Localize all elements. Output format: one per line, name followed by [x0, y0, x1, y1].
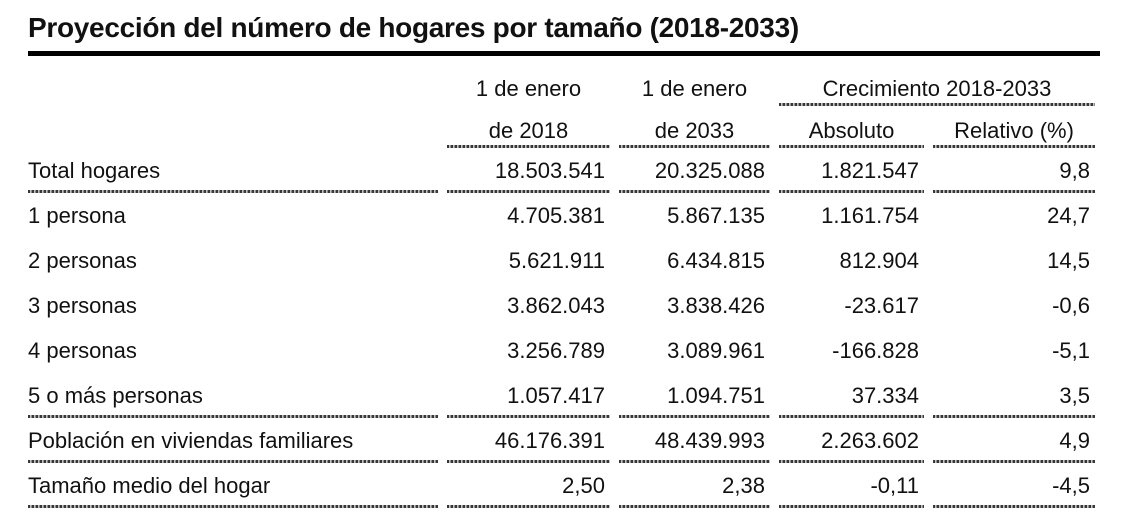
value-2033: 1.094.751: [619, 373, 770, 418]
value-relative: 24,7: [1047, 203, 1090, 228]
row-label: Total hogares: [28, 148, 438, 193]
value-2018: 2,50: [447, 463, 610, 508]
value-absolute: -0,11: [779, 463, 924, 508]
header-row-columns: de 2018 de 2033 Absoluto Relativo (%): [28, 106, 1095, 148]
row-label: 3 personas: [28, 293, 137, 318]
header-2033-line1: 1 de enero: [641, 76, 748, 101]
header-2018-line2: de 2018: [447, 106, 610, 148]
value-2018: 3.862.043: [507, 293, 605, 318]
value-2033: 6.434.815: [667, 248, 765, 273]
value-2033: 2,38: [619, 463, 770, 508]
row-label: Población en viviendas familiares: [28, 418, 438, 463]
table-row-3-personas: 3 personas 3.862.043 3.838.426 -23.617 -…: [28, 283, 1095, 328]
value-relative: -4,5: [933, 463, 1095, 508]
table-row-tamano-medio: Tamaño medio del hogar 2,50 2,38 -0,11 -…: [28, 463, 1095, 508]
table-row-1-persona: 1 persona 4.705.381 5.867.135 1.161.754 …: [28, 193, 1095, 238]
table-row-5-o-mas-personas: 5 o más personas 1.057.417 1.094.751 37.…: [28, 373, 1095, 418]
row-label: 4 personas: [28, 338, 137, 363]
value-2033: 5.867.135: [667, 203, 765, 228]
table-row-4-personas: 4 personas 3.256.789 3.089.961 -166.828 …: [28, 328, 1095, 373]
row-label: 1 persona: [28, 203, 126, 228]
value-absolute: 1.821.547: [779, 148, 924, 193]
document-page: Proyección del número de hogares por tam…: [19, 12, 1104, 508]
header-growth-absolute: Absoluto: [779, 106, 924, 148]
header-spacer: [28, 64, 438, 106]
value-2018: 5.621.911: [508, 248, 605, 273]
value-2018: 46.176.391: [447, 418, 610, 463]
value-relative: 3,5: [933, 373, 1095, 418]
value-absolute: 37.334: [779, 373, 924, 418]
value-2018: 1.057.417: [447, 373, 610, 418]
row-label: Tamaño medio del hogar: [28, 463, 438, 508]
table-row-poblacion-viviendas: Población en viviendas familiares 46.176…: [28, 418, 1095, 463]
header-2033-line2: de 2033: [619, 106, 770, 148]
households-projection-table: 1 de enero 1 de enero Crecimiento 2018-2…: [19, 64, 1104, 508]
header-2018-line1: 1 de enero: [475, 76, 582, 101]
header-row-group: 1 de enero 1 de enero Crecimiento 2018-2…: [28, 64, 1095, 106]
value-2033: 3.089.961: [667, 338, 765, 363]
table-row-2-personas: 2 personas 5.621.911 6.434.815 812.904 1…: [28, 238, 1095, 283]
header-spacer: [28, 106, 438, 148]
value-relative: -0,6: [1052, 293, 1090, 318]
value-relative: 4,9: [933, 418, 1095, 463]
value-absolute: -23.617: [844, 293, 919, 318]
value-2033: 3.838.426: [667, 293, 765, 318]
value-relative: -5,1: [1052, 338, 1090, 363]
value-absolute: -166.828: [832, 338, 919, 363]
value-2018: 18.503.541: [447, 148, 610, 193]
value-relative: 9,8: [933, 148, 1095, 193]
row-label: 2 personas: [28, 248, 137, 273]
value-2033: 48.439.993: [619, 418, 770, 463]
value-absolute: 2.263.602: [779, 418, 924, 463]
value-relative: 14,5: [1047, 248, 1090, 273]
value-absolute: 1.161.754: [821, 203, 919, 228]
value-2033: 20.325.088: [619, 148, 770, 193]
header-growth-group: Crecimiento 2018-2033: [779, 64, 1095, 106]
value-2018: 4.705.381: [507, 203, 605, 228]
table-title: Proyección del número de hogares por tam…: [28, 12, 799, 43]
value-2018: 3.256.789: [507, 338, 605, 363]
title-rule: [28, 51, 1100, 56]
header-growth-relative: Relativo (%): [933, 106, 1095, 148]
row-label: 5 o más personas: [28, 373, 438, 418]
value-absolute: 812.904: [839, 248, 919, 273]
table-row-total-hogares: Total hogares 18.503.541 20.325.088 1.82…: [28, 148, 1095, 193]
